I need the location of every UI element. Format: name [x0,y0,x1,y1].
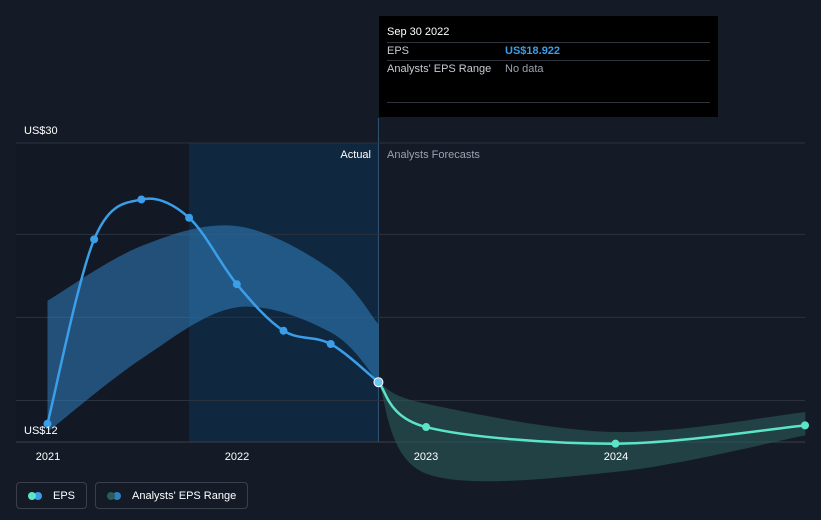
eps-point [232,280,241,289]
legend-eps-label: EPS [53,489,76,502]
x-tick-label: 2022 [225,451,249,463]
y-axis-label-bottom: US$12 [24,425,58,437]
tooltip-range-value: No data [505,63,544,75]
tooltip-range-label: Analysts' EPS Range [387,63,492,75]
actual-region-label: Actual [340,149,371,161]
eps-forecast-point [611,439,620,448]
x-tick-label: 2023 [414,451,438,463]
chart-legend: EPS Analysts' EPS Range [16,482,249,509]
legend-eps-toggle[interactable]: EPS [16,482,88,509]
tooltip-divider [387,102,710,103]
eps-range-band-forecast [378,382,806,482]
eps-point [326,339,335,348]
eps-legend-icon [28,491,44,500]
eps-point [279,326,288,335]
tooltip-eps-value: US$18.922 [505,45,561,57]
eps-forecast-point [422,423,431,432]
tooltip-eps-row: EPS US$18.922 [387,42,710,60]
forecast-region-label: Analysts Forecasts [387,149,480,161]
eps-range-band-historical [47,225,379,432]
data-tooltip: Sep 30 2022 EPS US$18.922 Analysts' EPS … [379,16,718,117]
eps-forecast-point [801,421,809,430]
eps-point [90,235,99,244]
legend-range-label: Analysts' EPS Range [132,489,237,502]
eps-point [137,195,146,204]
range-legend-icon [107,491,123,500]
eps-current-point [373,377,384,388]
eps-forecast-line [377,381,806,445]
eps-actual-line [46,197,380,425]
legend-range-toggle[interactable]: Analysts' EPS Range [95,482,249,509]
eps-point [43,419,52,428]
y-axis-label-top: US$30 [24,125,58,137]
x-tick-label: 2024 [604,451,628,463]
tooltip-range-row: Analysts' EPS Range No data [387,60,710,78]
x-tick-label: 2021 [36,451,60,463]
eps-point [185,213,194,222]
tooltip-eps-label: EPS [387,45,410,57]
tooltip-date: Sep 30 2022 [387,26,450,38]
